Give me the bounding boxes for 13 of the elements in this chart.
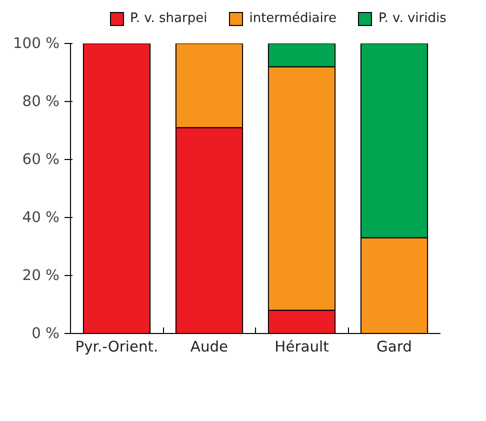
x-tick-label: Hérault <box>274 338 330 356</box>
y-tick-label: 20 % <box>22 266 60 284</box>
y-tick-label: 60 % <box>22 150 60 168</box>
y-tick-label: 100 % <box>12 34 60 52</box>
x-tick-label: Gard <box>376 338 412 356</box>
x-tick-label: Pyr.-Orient. <box>75 338 158 356</box>
legend-label: intermédiaire <box>248 10 336 28</box>
y-tick-label: 80 % <box>22 92 60 110</box>
legend-label: P. v. viridis <box>377 10 446 28</box>
y-tick-label: 0 % <box>32 324 60 342</box>
y-tick-label: 40 % <box>22 208 60 226</box>
legend-label: P. v. sharpei <box>129 10 208 28</box>
x-tick-label: Aude <box>190 338 228 356</box>
